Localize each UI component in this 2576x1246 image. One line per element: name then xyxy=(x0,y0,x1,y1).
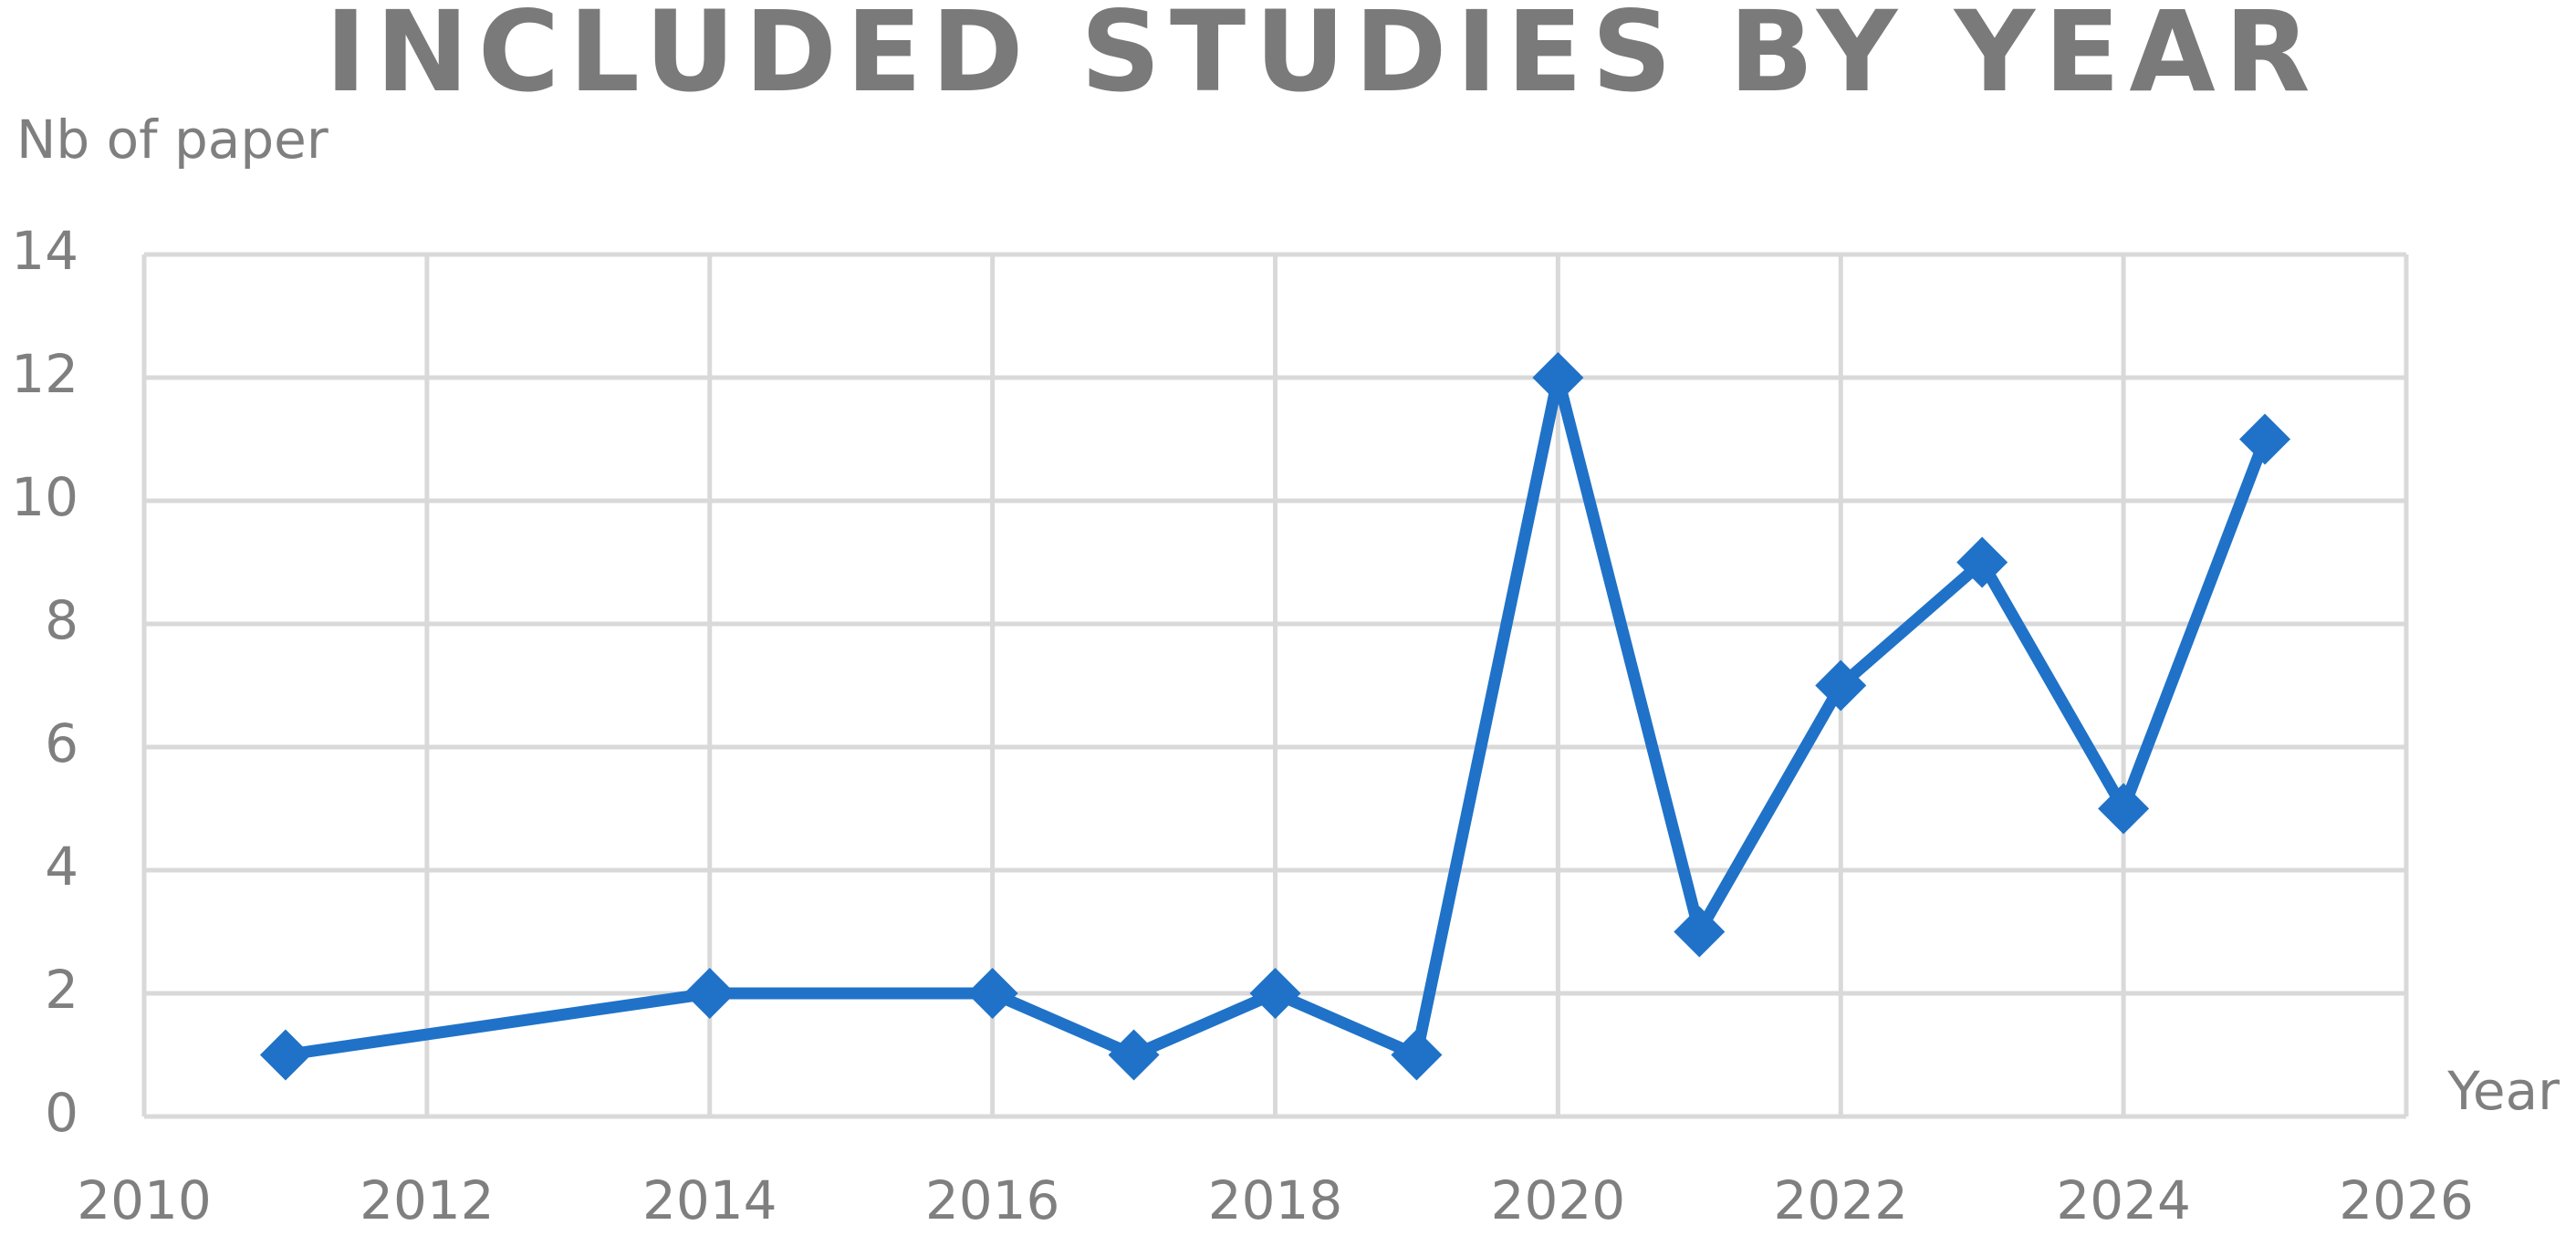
data-marker xyxy=(1674,906,1726,958)
y-tick-label: 2 xyxy=(45,959,78,1021)
y-tick-label: 14 xyxy=(11,220,78,282)
y-tick-label: 12 xyxy=(11,343,78,405)
data-line xyxy=(285,371,2271,1061)
data-marker xyxy=(1108,1029,1160,1081)
x-tick-label: 2012 xyxy=(360,1169,495,1231)
x-tick-label: 2024 xyxy=(2056,1169,2191,1231)
data-marker xyxy=(1249,968,1301,1019)
x-tick-label: 2010 xyxy=(77,1169,212,1231)
x-tick-label: 2020 xyxy=(1491,1169,1626,1231)
x-tick-label: 2014 xyxy=(642,1169,777,1231)
x-tick-label: 2016 xyxy=(925,1169,1060,1231)
data-marker xyxy=(1532,352,1584,403)
data-marker xyxy=(2239,413,2291,465)
data-marker xyxy=(1956,536,2008,588)
chart-title: INCLUDED STUDIES BY YEAR xyxy=(325,0,2320,117)
x-axis-label: Year xyxy=(2446,1060,2560,1122)
x-tick-label: 2026 xyxy=(2339,1169,2474,1231)
data-marker xyxy=(683,968,735,1019)
grid xyxy=(141,252,2409,1119)
data-marker xyxy=(1391,1029,1443,1081)
data-marker xyxy=(259,1029,311,1081)
y-axis-label: Nb of paper xyxy=(16,109,329,171)
y-tick-label: 4 xyxy=(45,836,78,898)
y-tick-label: 6 xyxy=(45,712,78,774)
y-tick-label: 8 xyxy=(45,589,78,651)
data-marker xyxy=(1815,659,1867,711)
data-marker xyxy=(2098,783,2150,835)
y-tick-label: 10 xyxy=(11,466,78,528)
x-tick-label: 2022 xyxy=(1773,1169,1908,1231)
y-tick-label: 0 xyxy=(45,1082,78,1144)
x-tick-label: 2018 xyxy=(1208,1169,1343,1231)
data-marker xyxy=(966,968,1018,1019)
